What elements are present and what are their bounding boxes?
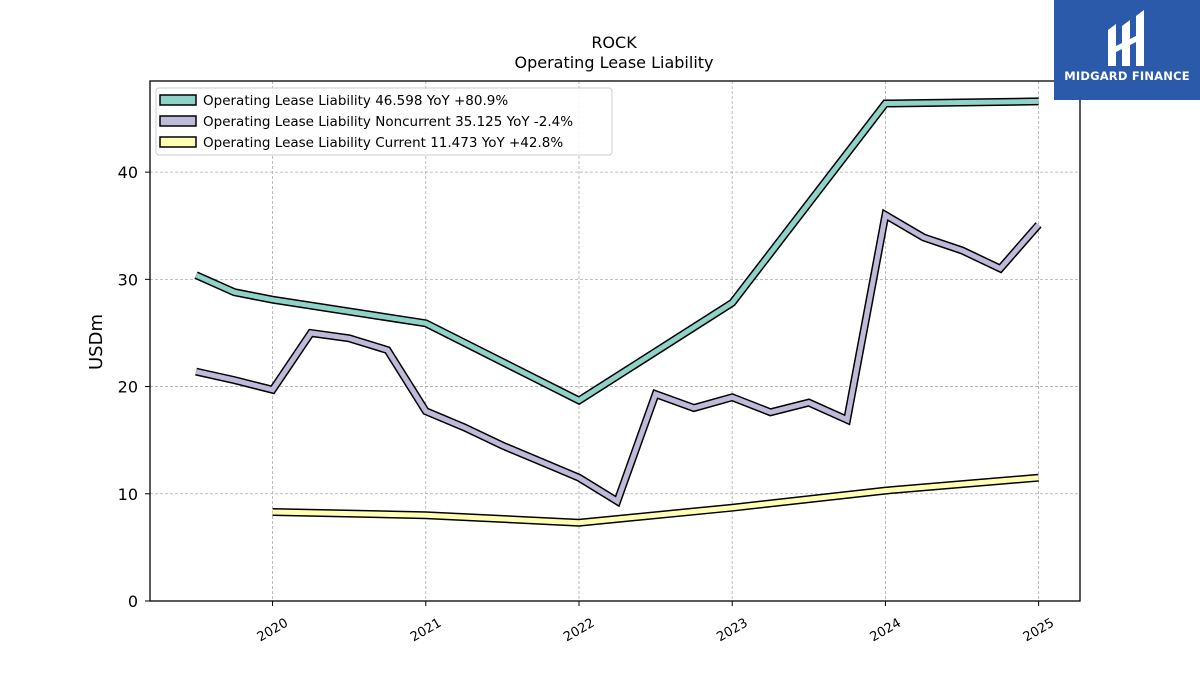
series-line [195, 211, 1041, 506]
logo-text: MIDGARD FINANCE [1064, 69, 1190, 83]
series-1 [195, 208, 1042, 508]
y-tick-label: 20 [118, 378, 138, 397]
y-tick-label: 10 [118, 485, 138, 504]
series-line [194, 98, 1039, 404]
y-axis-label: USDm [86, 314, 107, 370]
legend-swatch [159, 94, 197, 106]
legend-entry: Operating Lease Liability 46.598 YoY +80… [203, 93, 508, 109]
series-line [272, 475, 1039, 526]
chart-title: ROCK [591, 33, 637, 52]
logo-mark-icon [1108, 10, 1144, 66]
x-tick-label: 2020 [255, 616, 291, 646]
legend-entry: Operating Lease Liability Current 11.473… [203, 135, 563, 151]
x-tick-label: 2023 [714, 616, 750, 646]
series-2 [272, 473, 1039, 527]
x-tick-label: 2021 [408, 616, 444, 646]
y-tick-label: 0 [128, 592, 138, 611]
legend-swatch [159, 115, 197, 127]
chart-subtitle: Operating Lease Liability [514, 53, 713, 72]
x-tick-label: 2025 [1021, 616, 1057, 646]
series-0 [194, 97, 1039, 406]
x-tick-label: 2022 [561, 616, 597, 646]
legend-swatch [159, 136, 197, 148]
brand-logo: MIDGARD FINANCE [1054, 0, 1200, 100]
plot-frame [149, 80, 1081, 602]
series-line-outline [195, 208, 1042, 508]
legend-box [155, 87, 613, 156]
grid [150, 81, 1080, 601]
x-tick-label: 2024 [868, 616, 904, 646]
legend-entry: Operating Lease Liability Noncurrent 35.… [203, 114, 573, 130]
y-tick-label: 30 [118, 270, 138, 289]
y-tick-label: 40 [118, 163, 138, 182]
legend: Operating Lease Liability 46.598 YoY +80… [155, 87, 613, 156]
series-lines [194, 97, 1042, 527]
